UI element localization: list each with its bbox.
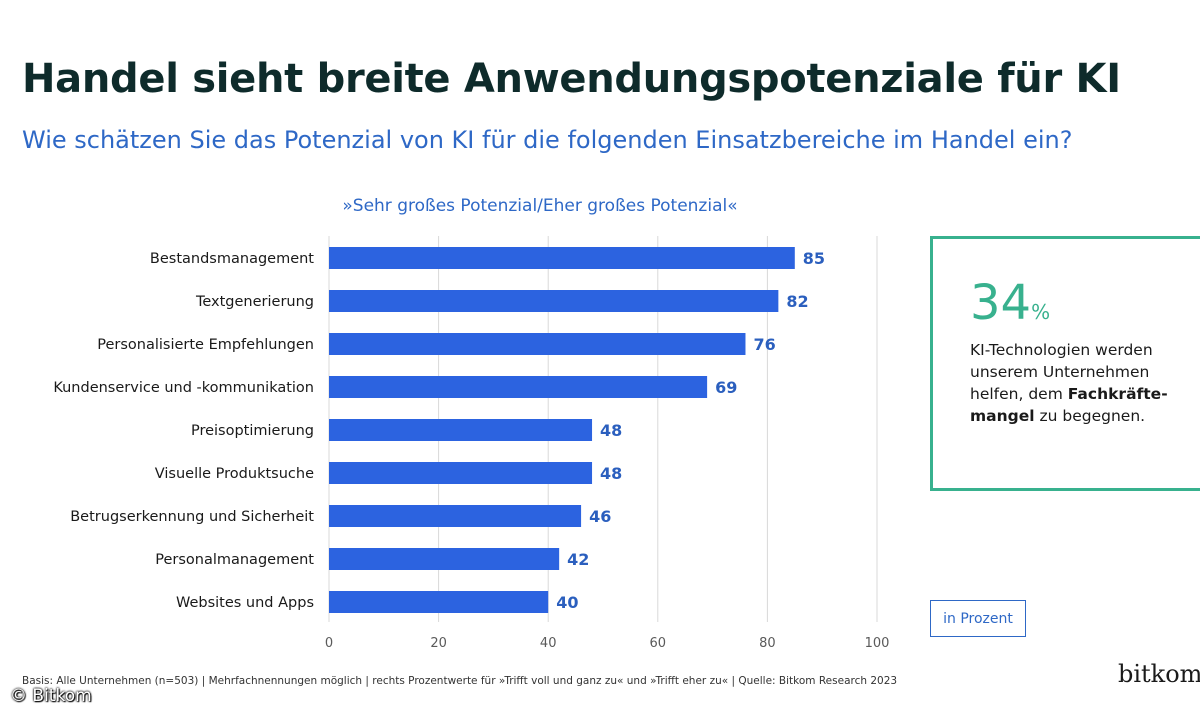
category-label: Personalisierte Empfehlungen (97, 337, 314, 353)
value-label: 82 (786, 292, 808, 311)
value-label: 46 (589, 507, 611, 526)
x-tick-label: 60 (650, 636, 667, 651)
value-label: 42 (567, 550, 589, 569)
callout-text-before: KI-Technologien werden unserem Unternehm… (970, 341, 1153, 403)
page-subtitle: Wie schätzen Sie das Potenzial von KI fü… (22, 126, 1073, 154)
footnote: Basis: Alle Unternehmen (n=503) | Mehrfa… (22, 675, 898, 687)
bar (329, 548, 560, 570)
value-label: 85 (803, 249, 825, 268)
callout-percentage: 34% (970, 275, 1050, 331)
bar (329, 247, 795, 269)
brand-logo: bitkom (1118, 660, 1200, 688)
callout-value: 34 (970, 275, 1032, 331)
category-labels: Bestandsmanagement Textgenerierung Persona… (53, 251, 314, 611)
bar (329, 462, 593, 484)
category-label: Betrugserkennung und Sicherheit (70, 509, 314, 525)
value-label: 48 (600, 464, 622, 483)
value-label: 76 (753, 335, 775, 354)
callout-text: KI-Technologien werden unserem Unternehm… (970, 339, 1195, 427)
highlight-callout: 34% KI-Technologien werden unserem Unter… (930, 236, 1200, 491)
x-tick-label: 100 (865, 636, 890, 651)
bar (329, 290, 779, 312)
bar (329, 419, 593, 441)
bar (329, 505, 582, 527)
series-caption: »Sehr großes Potenzial/Eher großes Poten… (342, 196, 737, 216)
x-axis-ticks: 0 20 40 60 80 100 (325, 636, 890, 651)
x-tick-label: 0 (325, 636, 333, 651)
bar-chart: »Sehr großes Potenzial/Eher großes Poten… (53, 196, 890, 651)
value-labels: 85 82 76 69 48 48 46 42 40 (556, 249, 825, 612)
page-title: Handel sieht breite Anwendungspotenziale… (22, 56, 1121, 102)
bars (329, 247, 795, 613)
category-label: Websites und Apps (176, 595, 314, 611)
bar (329, 591, 549, 613)
category-label: Visuelle Produktsuche (155, 466, 314, 482)
category-label: Bestandsmanagement (150, 251, 314, 267)
value-label: 69 (715, 378, 737, 397)
value-label: 48 (600, 421, 622, 440)
x-tick-label: 20 (430, 636, 447, 651)
category-label: Personalmanagement (155, 552, 314, 568)
callout-text-after: zu begegnen. (1034, 407, 1146, 425)
bar (329, 333, 746, 355)
copyright-watermark: © Bitkom (10, 686, 92, 706)
category-label: Preisoptimierung (191, 423, 314, 439)
x-tick-label: 40 (540, 636, 557, 651)
callout-unit: % (1031, 300, 1051, 324)
value-label: 40 (556, 593, 578, 612)
unit-label: in Prozent (930, 600, 1026, 637)
category-label: Kundenservice und -kommunikation (53, 380, 314, 396)
callout-text-bold: Fachkräfte-mangel (970, 385, 1168, 425)
category-label: Textgenerierung (195, 294, 314, 310)
bar (329, 376, 708, 398)
x-tick-label: 80 (759, 636, 776, 651)
